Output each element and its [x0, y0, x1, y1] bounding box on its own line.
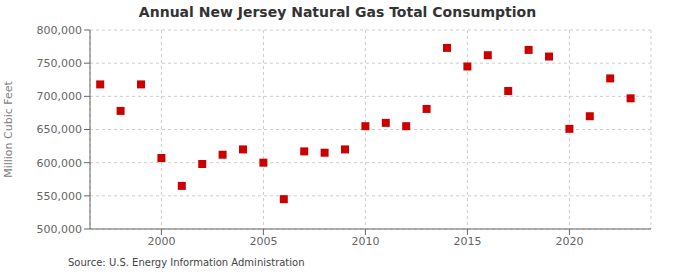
svg-text:700,000: 700,000 [37, 90, 83, 103]
svg-text:2020: 2020 [555, 235, 583, 248]
svg-text:2005: 2005 [249, 235, 277, 248]
svg-text:Million Cubic Feet: Million Cubic Feet [8, 80, 15, 177]
svg-text:750,000: 750,000 [37, 57, 83, 70]
html-text:Annual New Jersey Natural Gas: Annual New Jersey Natural Gas Total Cons… [138, 4, 537, 20]
svg-text:650,000: 650,000 [37, 123, 83, 136]
html-text:Source: U.S. Energy Informatio: Source: U.S. Energy Information Administ… [68, 257, 305, 268]
svg-text:800,000: 800,000 [37, 24, 83, 37]
svg-text:2015: 2015 [453, 235, 481, 248]
svg-text:2000: 2000 [147, 235, 175, 248]
svg-text:500,000: 500,000 [37, 223, 83, 236]
svg-text:600,000: 600,000 [37, 157, 83, 170]
svg-text:2010: 2010 [351, 235, 379, 248]
svg-text:550,000: 550,000 [37, 190, 83, 203]
